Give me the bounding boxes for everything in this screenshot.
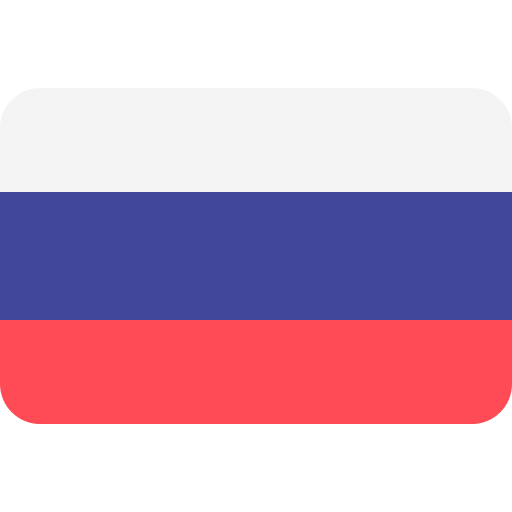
flag-stripe-white	[0, 88, 512, 192]
russia-flag-icon	[0, 88, 512, 424]
flag-stripe-blue	[0, 192, 512, 320]
flag-stripe-red	[0, 320, 512, 424]
